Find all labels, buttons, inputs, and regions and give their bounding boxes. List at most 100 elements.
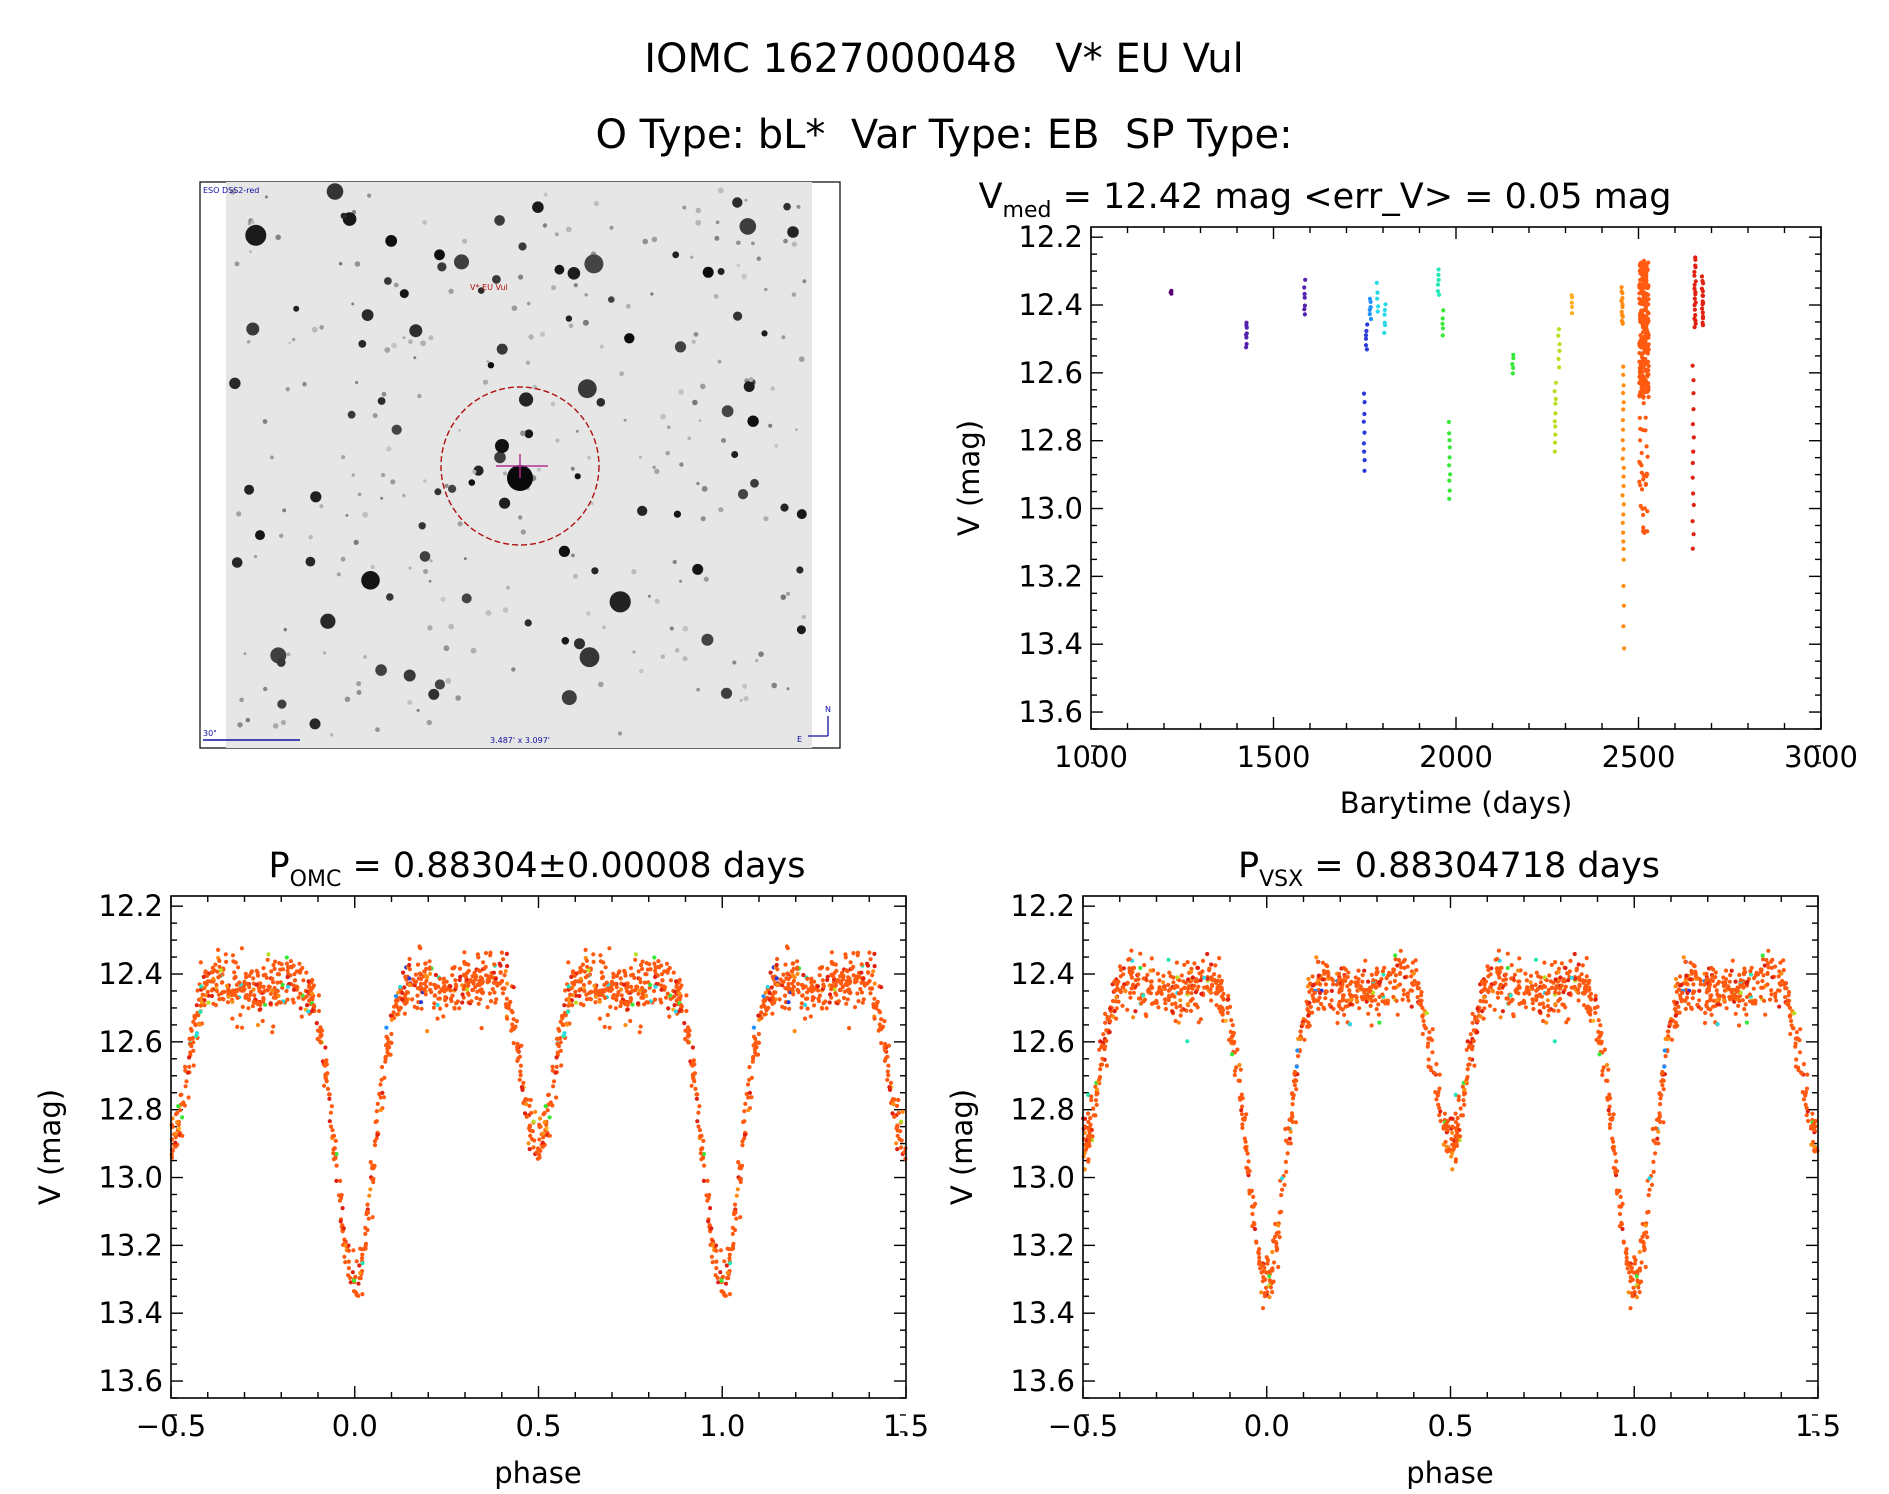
field-star	[249, 250, 253, 254]
data-point	[1726, 984, 1731, 989]
data-point	[1569, 975, 1574, 980]
data-point	[1188, 1008, 1194, 1014]
field-star	[448, 623, 455, 630]
data-point	[767, 997, 772, 1002]
data-point	[448, 996, 453, 1001]
field-star	[550, 401, 556, 407]
data-point	[690, 1045, 696, 1050]
data-point	[1738, 990, 1743, 995]
y-tick-label: 13.4	[1018, 627, 1083, 661]
data-point	[365, 1202, 370, 1207]
data-point	[1171, 975, 1176, 980]
data-point	[597, 993, 602, 998]
data-point	[676, 987, 681, 992]
data-point	[698, 1151, 703, 1156]
data-point	[747, 1077, 752, 1082]
data-point	[1409, 974, 1414, 979]
data-point	[1181, 979, 1186, 984]
data-point	[1788, 1031, 1793, 1037]
data-point	[1420, 1031, 1425, 1037]
data-point	[463, 974, 468, 980]
data-point	[218, 968, 223, 973]
data-point	[1704, 971, 1709, 976]
data-point	[194, 1003, 199, 1008]
data-point	[1773, 991, 1778, 996]
data-point	[1737, 1023, 1742, 1028]
data-point	[795, 981, 801, 987]
data-point	[1341, 993, 1346, 998]
data-point	[1493, 980, 1498, 986]
field-star	[255, 530, 265, 541]
data-point	[556, 1026, 561, 1031]
data-point	[1454, 1138, 1460, 1143]
field-star	[770, 386, 775, 391]
data-point	[216, 947, 221, 953]
data-point	[1722, 998, 1727, 1003]
data-point	[1495, 995, 1501, 1000]
data-point	[1329, 998, 1334, 1003]
data-point	[1169, 291, 1174, 296]
data-point	[817, 993, 823, 998]
field-star	[345, 513, 349, 517]
data-point	[298, 991, 303, 996]
data-point	[502, 973, 507, 978]
field-star	[245, 224, 267, 246]
data-point	[1199, 991, 1204, 996]
y-tick-label: 12.8	[1018, 424, 1083, 458]
data-point	[1166, 998, 1171, 1003]
data-point	[1693, 974, 1698, 979]
data-point	[1192, 983, 1197, 988]
data-point	[825, 974, 830, 979]
x-tick-label: 3000	[1784, 740, 1858, 774]
data-point	[1552, 1039, 1557, 1044]
field-star	[518, 515, 523, 520]
field-star	[463, 557, 467, 561]
data-point	[1230, 1023, 1235, 1028]
data-point	[1591, 1018, 1596, 1023]
data-point	[509, 1008, 514, 1014]
data-point	[824, 1006, 829, 1011]
data-point	[761, 998, 766, 1004]
data-point	[198, 1009, 203, 1015]
data-point	[1553, 401, 1558, 406]
field-star	[736, 263, 741, 268]
field-star	[591, 567, 599, 575]
data-point	[694, 1096, 700, 1101]
data-point	[774, 962, 779, 968]
field-star	[311, 326, 318, 333]
field-star	[575, 429, 579, 433]
field-star	[532, 201, 544, 213]
data-point	[519, 1043, 524, 1048]
data-point	[1749, 965, 1754, 970]
data-point	[452, 1006, 457, 1011]
data-point	[1478, 998, 1483, 1004]
data-point	[558, 1019, 563, 1024]
data-point	[1629, 1269, 1634, 1274]
data-point	[1209, 962, 1214, 967]
data-point	[747, 1090, 753, 1095]
data-point	[462, 961, 467, 966]
data-point	[1302, 291, 1307, 297]
data-point	[823, 999, 828, 1004]
field-star	[796, 204, 801, 209]
data-point	[829, 950, 835, 955]
data-point	[271, 962, 276, 968]
data-point	[346, 1259, 351, 1264]
data-point	[1539, 985, 1544, 991]
data-point	[1239, 1092, 1244, 1097]
data-point	[1244, 345, 1249, 350]
data-point	[648, 967, 653, 972]
data-point	[1620, 321, 1625, 326]
data-point	[1704, 990, 1709, 995]
data-point	[859, 980, 864, 985]
data-point	[1116, 999, 1121, 1004]
x-tick-label: 2000	[1419, 740, 1493, 774]
data-point	[611, 975, 616, 980]
data-point	[1190, 975, 1195, 980]
field-star	[713, 294, 719, 299]
data-point	[521, 1080, 526, 1085]
data-point	[1642, 1246, 1647, 1251]
data-point	[545, 1108, 550, 1113]
data-point	[1546, 990, 1551, 995]
field-star	[391, 342, 397, 349]
